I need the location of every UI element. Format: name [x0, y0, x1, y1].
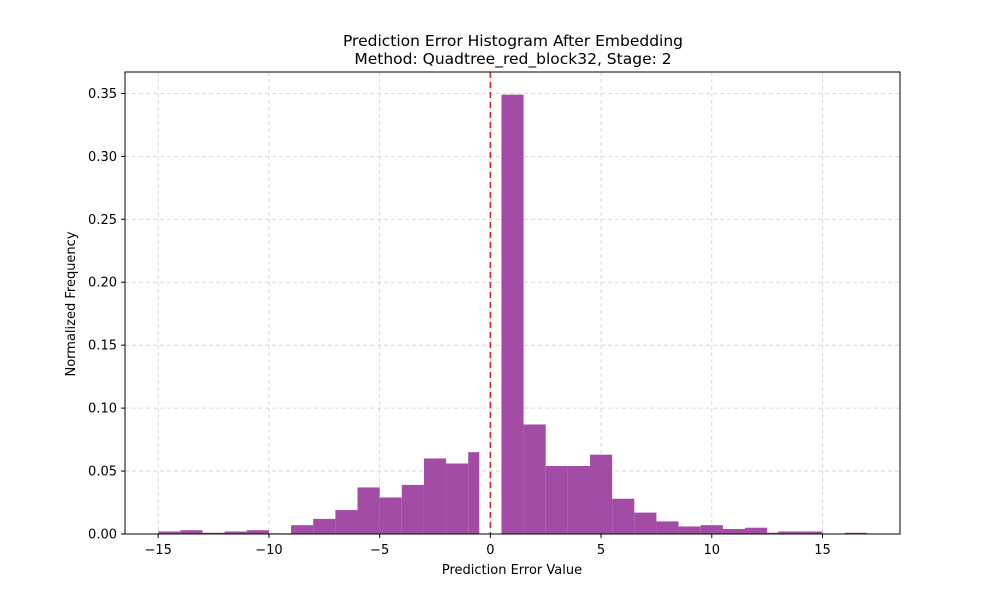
histogram-bar: [700, 525, 723, 534]
histogram-bars: [158, 94, 867, 535]
histogram-bar: [656, 521, 679, 534]
histogram-bar: [612, 498, 635, 534]
histogram-bar: [844, 532, 867, 534]
histogram-bar: [313, 518, 336, 534]
y-tick-label: 0.35: [88, 87, 117, 102]
histogram-bar: [202, 532, 225, 534]
tick-marks: −15 −10 −5 0 5 10 15 0.00 0.05 0.10 0.15 0.20 0.25 0.…: [88, 87, 831, 558]
histogram-bar: [778, 531, 823, 534]
histogram-bar: [291, 525, 314, 534]
x-tick-label: 10: [704, 543, 721, 558]
histogram-bar: [523, 424, 546, 534]
x-tick-label: 0: [486, 543, 494, 558]
histogram-bar: [501, 94, 524, 535]
histogram-bar: [767, 532, 779, 534]
histogram-bar: [722, 528, 745, 534]
chart-title: Prediction Error Histogram After Embeddi…: [343, 32, 683, 50]
x-axis-label: Prediction Error Value: [442, 563, 582, 578]
histogram-bar: [634, 512, 657, 534]
histogram-bar: [357, 487, 380, 534]
histogram-bar: [567, 466, 590, 534]
histogram-bar: [180, 530, 203, 534]
y-tick-label: 0.30: [88, 150, 117, 165]
histogram-bar: [158, 531, 181, 534]
histogram-bar: [590, 454, 613, 534]
histogram-bar: [423, 458, 447, 534]
histogram-bar: [468, 452, 480, 534]
x-tick-label: 15: [814, 543, 831, 558]
y-tick-label: 0.00: [88, 528, 117, 543]
y-tick-label: 0.15: [88, 339, 117, 354]
histogram-bar: [379, 497, 402, 534]
histogram-bar: [335, 510, 358, 534]
plot-frame: [124, 71, 901, 535]
x-tick-label: −15: [144, 543, 171, 558]
histogram-bar: [246, 530, 269, 534]
chart-subtitle: Method: Quadtree_red_block32, Stage: 2: [354, 50, 671, 69]
x-tick-label: −10: [255, 543, 282, 558]
x-tick-label: 5: [597, 543, 605, 558]
y-tick-label: 0.10: [88, 402, 117, 417]
y-tick-label: 0.05: [88, 465, 117, 480]
histogram-bar: [745, 527, 768, 534]
y-axis-label: Normalized Frequency: [64, 231, 79, 376]
x-tick-label: −5: [370, 543, 389, 558]
histogram-bar: [678, 526, 701, 534]
histogram-bar: [446, 463, 469, 534]
histogram-bar: [401, 484, 424, 534]
y-tick-label: 0.20: [88, 276, 117, 291]
axes: [124, 71, 901, 535]
y-tick-label: 0.25: [88, 213, 117, 228]
histogram-bar: [224, 531, 247, 534]
histogram-bar: [545, 466, 568, 534]
